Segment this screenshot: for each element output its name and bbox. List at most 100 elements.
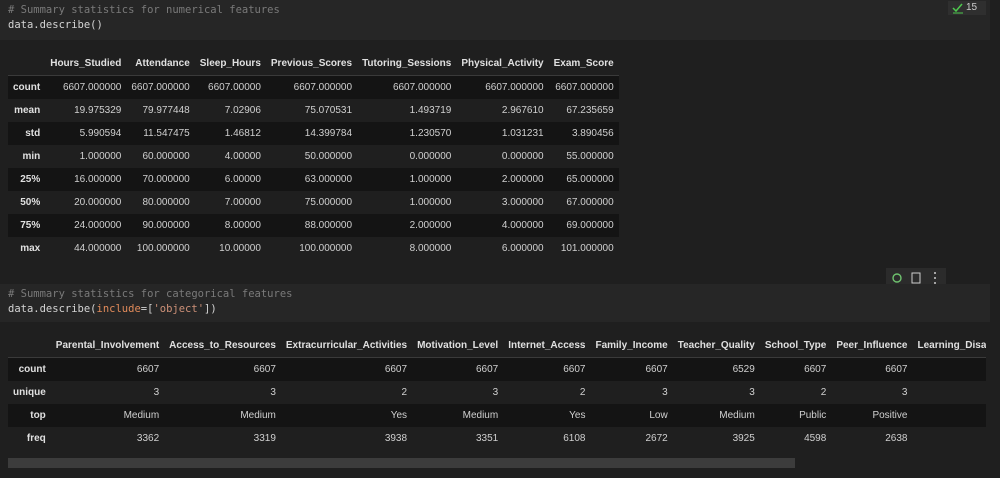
column-header: Exam_Score [548, 52, 619, 76]
delete-icon[interactable] [911, 272, 921, 284]
table-cell: 6607.000000 [555, 82, 614, 93]
table-cell: 4.000000 [501, 220, 544, 231]
table-cell: 20.000000 [74, 197, 122, 208]
table-cell: 101.000000 [560, 243, 614, 254]
table-cell: 4.00000 [224, 151, 261, 162]
table-cell: 2 [401, 387, 408, 398]
code-token: include [96, 303, 141, 315]
execution-badge: 15 [948, 1, 986, 15]
table-cell: 1.031231 [501, 128, 544, 139]
table-cell: 6607.00000 [208, 82, 261, 93]
column-header: Teacher_Quality [672, 334, 760, 358]
column-header: Family_Income [590, 334, 673, 358]
table-cell: 6.00000 [224, 174, 261, 185]
table-cell: 2638 [885, 433, 908, 444]
code-cell[interactable]: # Summary statistics for numerical featu… [0, 0, 990, 40]
table-cell: 60.000000 [142, 151, 190, 162]
table-cell: 2.000000 [501, 174, 544, 185]
table-cell: 5912 [912, 427, 986, 450]
table-cell: 88.000000 [304, 220, 353, 231]
table-cell: Medium [719, 410, 755, 421]
table-cell: 10.00000 [219, 243, 261, 254]
table-cell: 6607 [384, 364, 408, 375]
output-table-numerical: Hours_Studied Attendance Sleep_Hours Previo… [8, 52, 619, 260]
column-header: Motivation_Level [412, 334, 504, 358]
table-cell: 69.000000 [566, 220, 614, 231]
table-cell: 3351 [475, 433, 499, 444]
table-cell: 6607.000000 [392, 82, 452, 93]
table-cell: 3362 [136, 433, 160, 444]
table-head: Hours_Studied Attendance Sleep_Hours Previo… [8, 52, 619, 76]
table-cell: 11.547475 [143, 128, 190, 139]
table-cell: 3319 [253, 433, 276, 444]
table-cell: 70.000000 [142, 174, 190, 185]
code-token: data.describe( [8, 303, 97, 315]
table-cell: 0.000000 [501, 151, 544, 162]
table-cell: 2 [579, 387, 586, 398]
code-token: =[ [140, 303, 154, 315]
table-cell: 16.000000 [74, 174, 122, 185]
table-cell: 100.000000 [299, 243, 353, 254]
more-icon[interactable] [934, 272, 936, 274]
table-cell: Low [649, 410, 668, 421]
horizontal-scrollbar[interactable] [8, 458, 795, 468]
table-cell: 3 [492, 387, 499, 398]
code-cell[interactable]: # Summary statistics for categorical fea… [0, 284, 990, 322]
row-header: top [30, 410, 46, 421]
toolbar-icons [892, 272, 936, 284]
table: Parental_Involvement Access_to_Resources E… [8, 334, 986, 450]
table-row: freq 3362 3319 3938 3351 6108 2672 3925 4598 2638… [8, 427, 986, 450]
table-cell: 1.000000 [409, 174, 452, 185]
column-header: Tutoring_Sessions [357, 52, 457, 76]
table-cell: 6529 [732, 364, 755, 375]
table-cell: 3.000000 [501, 197, 544, 208]
table-cell: 6607 [645, 364, 668, 375]
table-cell: 6607 [475, 364, 499, 375]
table-cell: 3.890456 [571, 128, 614, 139]
table-cell: 6607 [563, 364, 586, 375]
table-cell: 67.235659 [566, 105, 614, 116]
table-cell: 7.02906 [224, 105, 261, 116]
table-cell: 3 [901, 387, 908, 398]
table-cell: 1.46812 [224, 128, 261, 139]
row-header: unique [13, 387, 46, 398]
table-row: count 6607.000000 6607.000000 6607.00000 660… [8, 75, 619, 99]
table-cell: 63.000000 [304, 174, 353, 185]
column-header: School_Type [759, 334, 832, 358]
code-token: ]) [204, 303, 217, 315]
check-icon [952, 3, 963, 14]
table-cell: No [912, 404, 986, 427]
table-cell: 3 [662, 387, 668, 398]
table-cell: Positive [872, 410, 908, 421]
corner-cell [8, 334, 51, 358]
table-row: mean 19.975329 79.977448 7.02906 75.070531 1.… [8, 99, 619, 122]
code-line: data.describe() [8, 19, 103, 31]
table-row: 25% 16.000000 70.000000 6.00000 63.000000 1.0… [8, 168, 619, 191]
table-cell: 6607 [253, 364, 276, 375]
table-cell: Public [799, 410, 827, 421]
table-cell: 5.990594 [79, 128, 122, 139]
table-cell: 2.967610 [501, 105, 544, 116]
table-cell: 2.000000 [409, 220, 452, 231]
table-cell: 1.230570 [409, 128, 452, 139]
row-header: std [25, 128, 41, 139]
table-cell: 24.000000 [74, 220, 122, 231]
row-header: mean [14, 105, 41, 116]
table-cell: 44.000000 [74, 243, 122, 254]
column-header: Hours_Studied [45, 52, 127, 76]
table-row: 50% 20.000000 80.000000 7.00000 75.000000 1.0… [8, 191, 619, 214]
code-comment: # Summary statistics for categorical fea… [8, 288, 293, 300]
table-cell: 1.493719 [409, 105, 452, 116]
table-row: std 5.990594 11.547475 1.46812 14.399784 1.23… [8, 122, 619, 145]
table: Hours_Studied Attendance Sleep_Hours Previo… [8, 52, 619, 260]
table-cell: 8.00000 [224, 220, 261, 231]
table-cell: 6.000000 [501, 243, 544, 254]
table-cell: 2672 [645, 433, 668, 444]
output-table-categorical: Parental_Involvement Access_to_Resources E… [8, 334, 986, 450]
code-comment: # Summary statistics for numerical featu… [8, 4, 280, 16]
table-cell: 90.000000 [142, 220, 190, 231]
table-cell: 80.000000 [142, 197, 190, 208]
table-cell: 50.000000 [304, 151, 353, 162]
debug-icon[interactable] [892, 273, 902, 283]
